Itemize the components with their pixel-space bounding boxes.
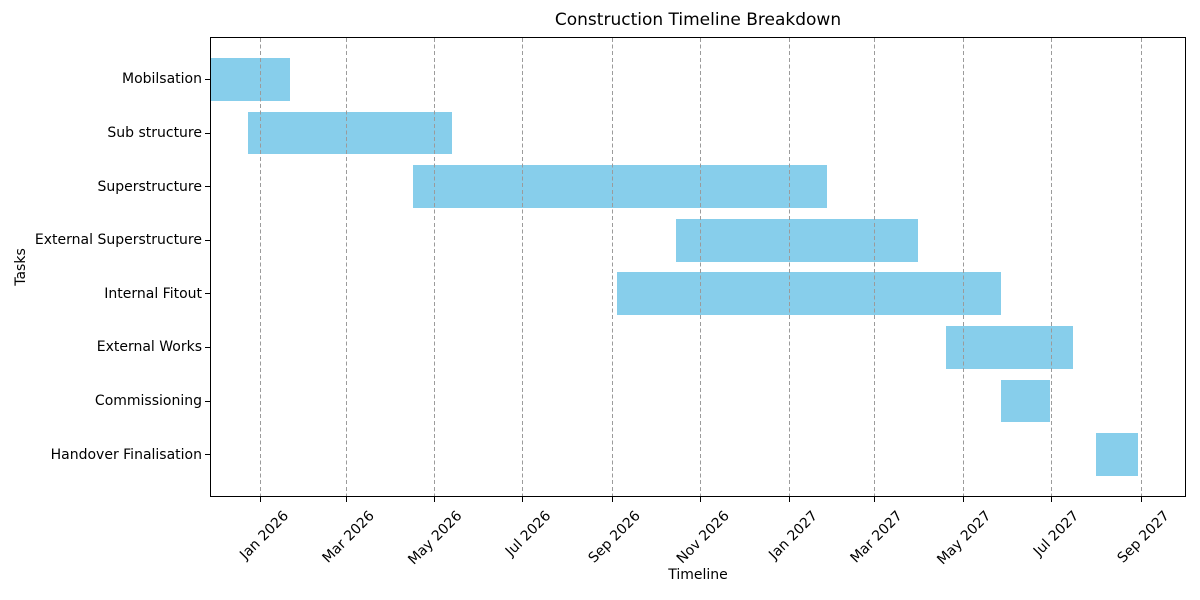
x-tick-mark	[260, 497, 262, 502]
x-tick-label: Jan 2027	[765, 508, 821, 563]
gantt-bar	[616, 272, 1001, 316]
y-tick-mark	[205, 454, 210, 456]
y-tick-label: Sub structure	[107, 125, 202, 141]
v-gridline	[874, 38, 876, 496]
x-tick-mark	[874, 497, 876, 502]
v-gridline	[788, 38, 790, 496]
x-tick-label: Nov 2026	[673, 508, 733, 567]
v-gridline	[522, 38, 524, 496]
y-tick-label: External Works	[96, 339, 202, 356]
chart-title: Construction Timeline Breakdown	[554, 10, 842, 30]
x-tick-label: Sep 2026	[585, 508, 644, 567]
x-tick-mark	[345, 497, 347, 502]
v-gridline	[260, 38, 262, 496]
y-tick-label: Handover Finalisation	[50, 446, 202, 463]
x-tick-mark	[612, 497, 614, 502]
y-tick-mark	[205, 132, 210, 134]
x-tick-label: Mar 2026	[319, 508, 378, 567]
gantt-bar	[412, 165, 827, 208]
gantt-bar	[676, 218, 919, 262]
x-tick-label: Sep 2027	[1114, 508, 1173, 567]
gantt-bar	[247, 111, 452, 155]
y-axis-label: Tasks	[13, 248, 29, 286]
v-gridline	[612, 38, 614, 496]
y-tick-mark	[205, 239, 210, 241]
v-gridline	[345, 38, 347, 496]
v-gridline	[1140, 38, 1142, 496]
y-tick-label: External Superstructure	[34, 232, 202, 249]
y-tick-mark	[205, 400, 210, 402]
gantt-bar	[1000, 379, 1050, 423]
y-tick-mark	[205, 78, 210, 80]
gantt-bar	[210, 57, 290, 101]
v-gridline	[434, 38, 435, 496]
y-tick-label: Commissioning	[94, 393, 202, 409]
x-tick-label: May 2027	[934, 508, 995, 569]
x-axis-label: Timeline	[668, 567, 728, 583]
x-tick-mark	[1050, 497, 1052, 502]
gantt-bar	[945, 326, 1073, 369]
x-tick-mark	[788, 497, 790, 502]
y-tick-label: Superstructure	[97, 178, 202, 195]
x-tick-label: Jan 2026	[237, 508, 293, 563]
x-tick-mark	[700, 497, 702, 502]
v-gridline	[962, 38, 964, 496]
y-tick-mark	[205, 293, 210, 295]
y-tick-mark	[205, 186, 210, 188]
x-tick-mark	[1140, 497, 1142, 502]
v-gridline	[700, 38, 702, 496]
y-tick-mark	[205, 346, 210, 348]
x-tick-label: Jul 2026	[502, 508, 555, 560]
y-tick-label: Mobilsation	[121, 71, 202, 88]
v-gridline	[1050, 38, 1052, 496]
plot-area-border	[210, 37, 1186, 497]
x-tick-label: May 2026	[405, 508, 466, 569]
x-tick-label: Jul 2027	[1031, 508, 1083, 560]
gantt-bar	[1096, 433, 1139, 477]
x-tick-label: Mar 2027	[847, 508, 907, 567]
y-tick-label: Internal Fitout	[104, 285, 202, 302]
x-tick-mark	[522, 497, 524, 502]
x-tick-mark	[962, 497, 964, 502]
x-tick-mark	[434, 497, 435, 502]
